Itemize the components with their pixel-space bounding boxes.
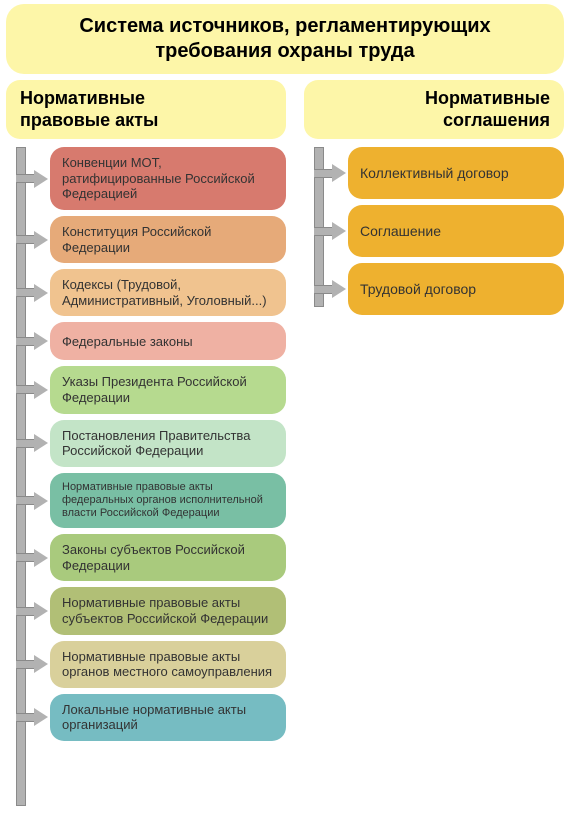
arrow-icon <box>16 708 48 726</box>
item-box: Постановления Правительства Российской Ф… <box>50 420 286 467</box>
arrow-icon <box>16 381 48 399</box>
item-box: Нормативные правовые акты органов местно… <box>50 641 286 688</box>
arrow-icon <box>16 170 48 188</box>
right-items: Коллективный договор Соглашение Трудовой д… <box>348 147 564 315</box>
main-title-line2: требования охраны труда <box>18 39 552 64</box>
arrow-icon <box>16 549 48 567</box>
item-box: Соглашение <box>348 205 564 257</box>
left-items: Конвенции МОТ, ратифицированные Российск… <box>50 147 286 741</box>
left-header-line1: Нормативные <box>20 88 272 110</box>
item-box: Конвенции МОТ, ратифицированные Российск… <box>50 147 286 210</box>
list-item: Конституция Российской Федерации <box>50 216 286 263</box>
arrow-icon <box>16 492 48 510</box>
item-box: Конституция Российской Федерации <box>50 216 286 263</box>
right-tree: Коллективный договор Соглашение Трудовой д… <box>304 147 564 315</box>
list-item: Федеральные законы <box>50 322 286 360</box>
main-title-line1: Система источников, регламентирующих <box>18 14 552 39</box>
column-left: Нормативные правовые акты Конвенции МОТ,… <box>6 80 286 747</box>
left-header: Нормативные правовые акты <box>6 80 286 139</box>
arrow-icon <box>16 332 48 350</box>
item-box: Локальные нормативные акты организаций <box>50 694 286 741</box>
arrow-icon <box>314 164 346 182</box>
list-item: Трудовой договор <box>348 263 564 315</box>
arrow-icon <box>16 655 48 673</box>
list-item: Нормативные правовые акты органов местно… <box>50 641 286 688</box>
main-title: Система источников, регламентирующих тре… <box>6 4 564 74</box>
item-box: Нормативные правовые акты субъектов Росс… <box>50 587 286 634</box>
list-item: Конвенции МОТ, ратифицированные Российск… <box>50 147 286 210</box>
right-header-line2: соглашения <box>318 110 550 132</box>
right-header: Нормативные соглашения <box>304 80 564 139</box>
column-right: Нормативные соглашения Коллективный дого… <box>304 80 564 747</box>
item-box: Федеральные законы <box>50 322 286 360</box>
left-header-line2: правовые акты <box>20 110 272 132</box>
list-item: Указы Президента Российской Федерации <box>50 366 286 413</box>
list-item: Постановления Правительства Российской Ф… <box>50 420 286 467</box>
list-item: Кодексы (Трудовой, Административный, Уго… <box>50 269 286 316</box>
list-item: Нормативные правовые акты субъектов Росс… <box>50 587 286 634</box>
list-item: Соглашение <box>348 205 564 257</box>
item-box: Трудовой договор <box>348 263 564 315</box>
list-item: Локальные нормативные акты организаций <box>50 694 286 741</box>
item-box: Кодексы (Трудовой, Административный, Уго… <box>50 269 286 316</box>
right-header-line1: Нормативные <box>318 88 550 110</box>
item-box: Нормативные правовые акты федеральных ор… <box>50 473 286 529</box>
arrow-icon <box>314 222 346 240</box>
item-box: Коллективный договор <box>348 147 564 199</box>
list-item: Коллективный договор <box>348 147 564 199</box>
item-box: Указы Президента Российской Федерации <box>50 366 286 413</box>
arrow-icon <box>16 602 48 620</box>
left-tree: Конвенции МОТ, ратифицированные Российск… <box>6 147 286 741</box>
item-box: Законы субъектов Российской Федерации <box>50 534 286 581</box>
list-item: Нормативные правовые акты федеральных ор… <box>50 473 286 529</box>
arrow-icon <box>314 280 346 298</box>
arrow-icon <box>16 434 48 452</box>
arrow-icon <box>16 284 48 302</box>
arrow-icon <box>16 231 48 249</box>
list-item: Законы субъектов Российской Федерации <box>50 534 286 581</box>
columns: Нормативные правовые акты Конвенции МОТ,… <box>0 80 570 747</box>
